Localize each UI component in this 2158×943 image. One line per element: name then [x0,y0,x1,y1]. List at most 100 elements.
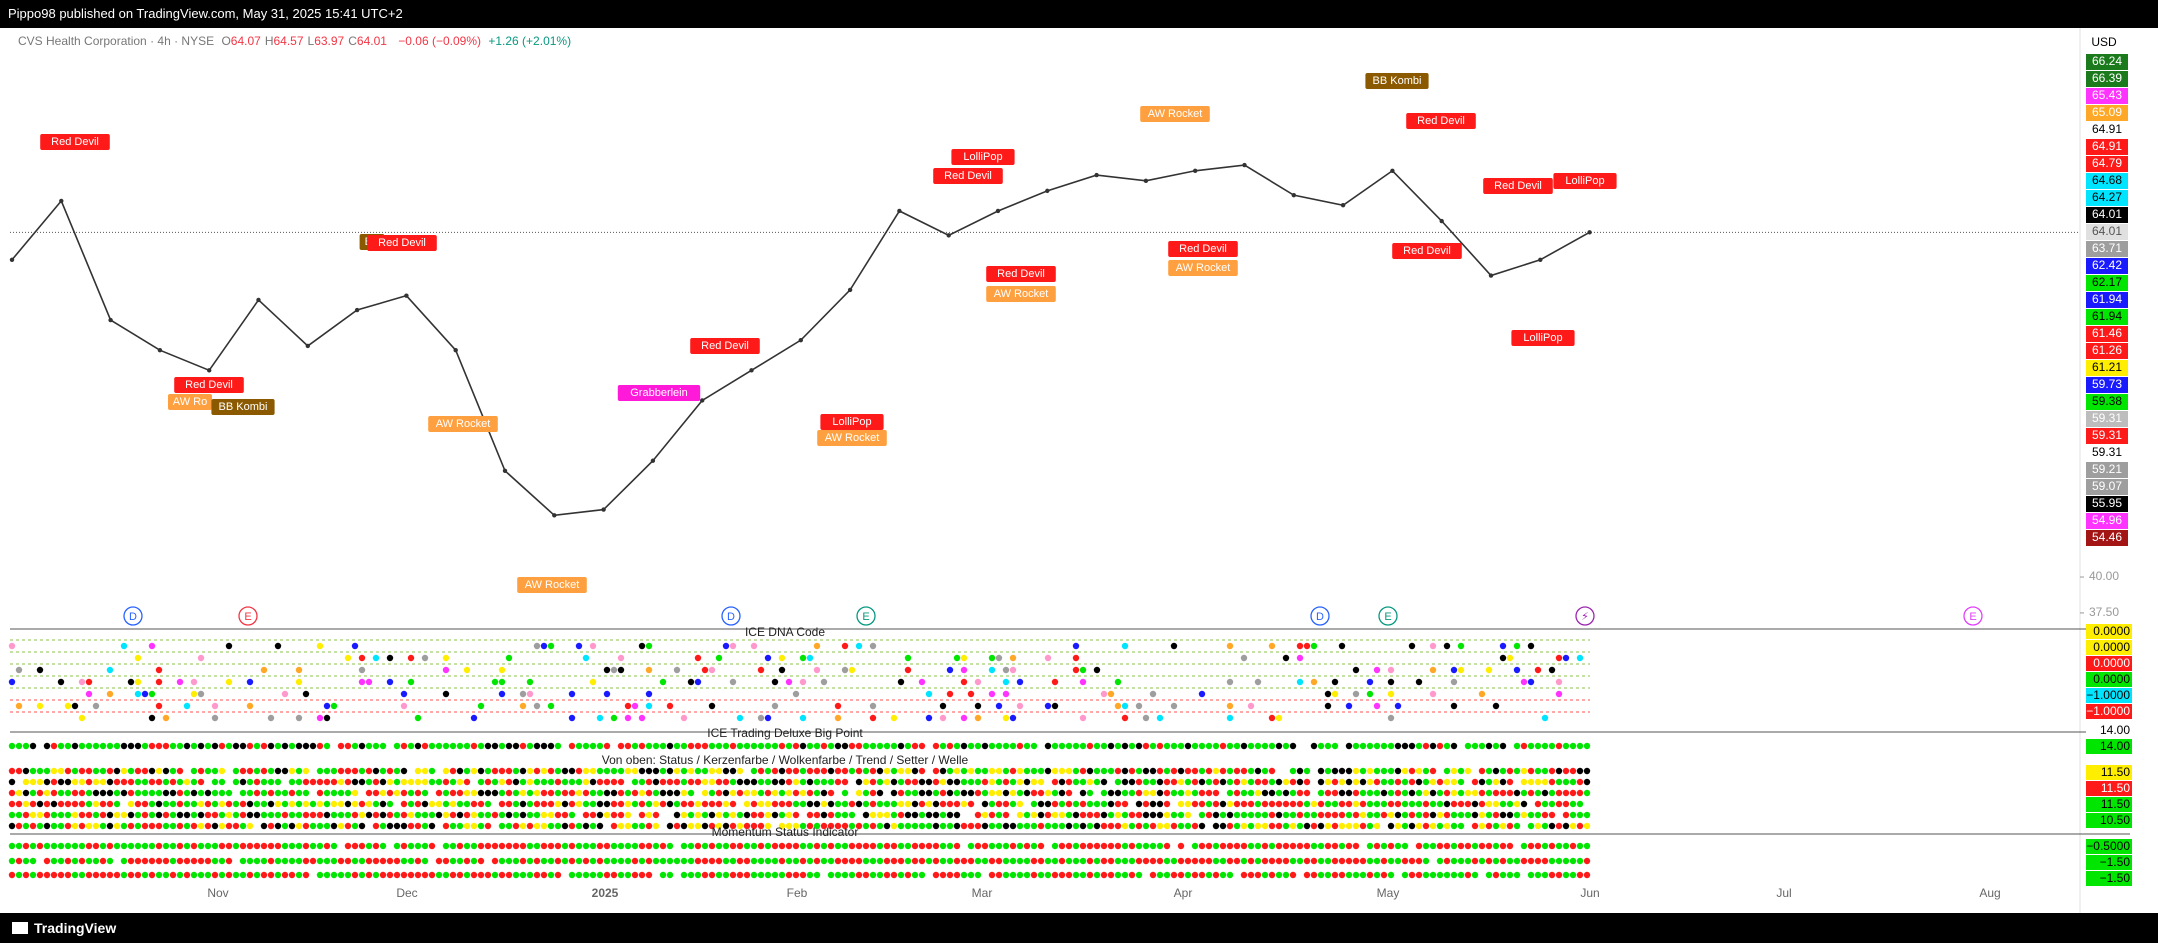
indicator-dot [288,842,296,850]
price-point [207,368,212,373]
indicator-dot [1002,857,1010,865]
indicator-dot [827,800,835,808]
indicator-dot [1471,742,1479,750]
indicator-dot [1135,789,1143,797]
pane-label: −1.0000 [2086,704,2130,718]
indicator-dot [1401,800,1409,808]
indicator-dot [1254,800,1262,808]
indicator-dot [1394,800,1402,808]
indicator-dot [876,857,884,865]
indicator-dot [407,857,415,865]
indicator-dot [106,666,114,674]
indicator-dot [155,822,163,830]
indicator-dot [589,842,597,850]
indicator-dot [211,702,219,710]
indicator-dot [1093,800,1101,808]
indicator-dot [883,767,891,775]
price-label-box [2086,530,2128,546]
footer: TradingView [0,913,2158,943]
price-label: 59.73 [2092,377,2122,391]
indicator-dot [477,842,485,850]
indicator-dot [568,842,576,850]
indicator-dot [617,778,625,786]
signal-label: AW Ro [173,396,207,408]
indicator-dot [1317,842,1325,850]
indicator-dot [1086,778,1094,786]
indicator-dot [1303,857,1311,865]
indicator-dot [1485,666,1493,674]
indicator-dot [344,654,352,662]
indicator-dot [1128,871,1136,879]
indicator-dot [890,778,898,786]
indicator-dot [1037,778,1045,786]
indicator-dot [1310,642,1318,650]
indicator-dot [1275,789,1283,797]
indicator-dot [869,702,877,710]
pane-label: 10.50 [2100,813,2130,827]
indicator-dot [1100,800,1108,808]
indicator-dot [253,857,261,865]
indicator-dot [813,666,821,674]
indicator-dot [1037,811,1045,819]
indicator-dot [953,842,961,850]
indicator-dot [344,767,352,775]
indicator-dot [631,871,639,879]
indicator-dot [22,842,30,850]
brand[interactable]: TradingView [34,920,117,936]
indicator-dot [582,742,590,750]
indicator-dot [631,800,639,808]
indicator-dot [1247,822,1255,830]
indicator-dot [218,857,226,865]
indicator-dot [904,789,912,797]
indicator-dot [99,811,107,819]
indicator-dot [1310,842,1318,850]
indicator-dot [36,767,44,775]
indicator-dot [316,789,324,797]
indicator-dot [99,857,107,865]
indicator-dot [554,842,562,850]
indicator-dot [414,811,422,819]
indicator-dot [379,789,387,797]
indicator-dot [680,842,688,850]
indicator-dot [1338,800,1346,808]
indicator-dot [1366,842,1374,850]
indicator-dot [764,811,772,819]
pane-label-box [2086,739,2132,754]
indicator-dot [687,871,695,879]
indicator-dot [197,800,205,808]
indicator-dot [652,857,660,865]
pane-label-box [2086,656,2132,671]
indicator-dot [1072,811,1080,819]
signal-label-box [1140,106,1210,122]
indicator-dot [617,800,625,808]
indicator-dot [1562,742,1570,750]
indicator-dot [981,767,989,775]
indicator-dot [1219,767,1227,775]
indicator-dot [638,789,646,797]
indicator-dot [1576,778,1584,786]
indicator-dot [1226,857,1234,865]
indicator-dot [1478,767,1486,775]
indicator-dot [799,714,807,722]
indicator-dot [1457,811,1465,819]
indicator-dot [169,778,177,786]
indicator-dot [120,642,128,650]
indicator-dot [113,811,121,819]
indicator-dot [1275,822,1283,830]
price-label: 54.96 [2092,513,2122,527]
indicator-dot [302,871,310,879]
indicator-dot [645,842,653,850]
indicator-dot [295,742,303,750]
indicator-dot [1149,811,1157,819]
indicator-dot [1387,842,1395,850]
indicator-dot [1534,767,1542,775]
indicator-dot [1107,690,1115,698]
indicator-dot [435,789,443,797]
indicator-dot [1555,871,1563,879]
indicator-dot [1555,789,1563,797]
indicator-dot [631,767,639,775]
indicator-dot [1576,871,1584,879]
indicator-dot [666,842,674,850]
indicator-dot [1541,871,1549,879]
indicator-dot [1408,778,1416,786]
